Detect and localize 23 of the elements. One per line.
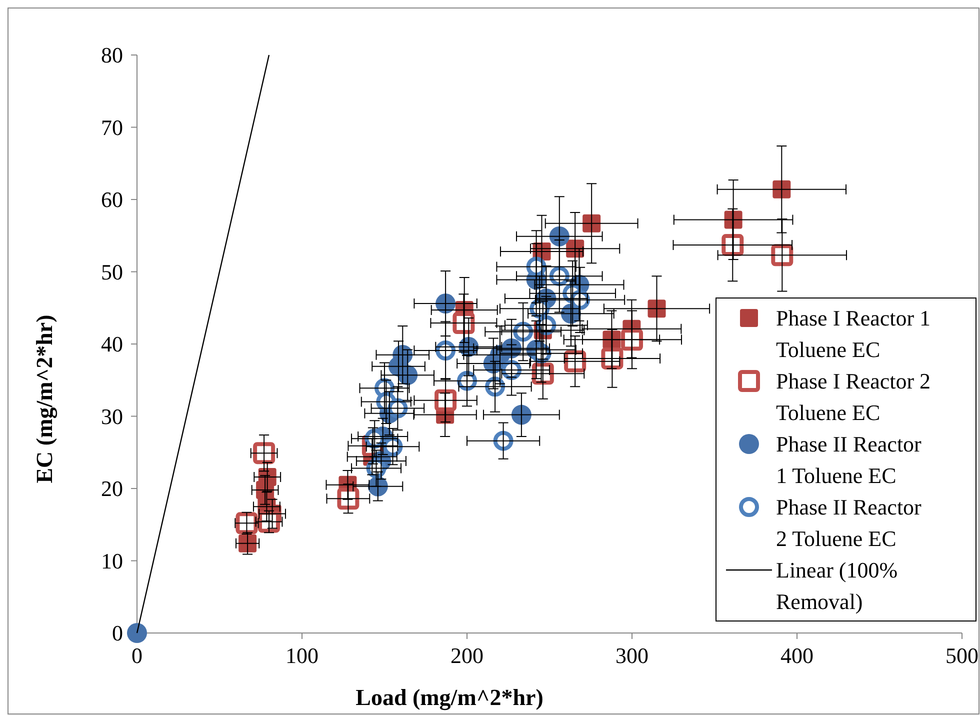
legend-label: Phase II Reactor 2 Toluene EC bbox=[776, 494, 922, 552]
x-tick-label: 200 bbox=[450, 643, 484, 668]
x-tick-label: 500 bbox=[946, 643, 978, 668]
y-tick-label: 20 bbox=[101, 476, 123, 502]
y-tick-label: 70 bbox=[101, 114, 123, 140]
x-tick-label: 100 bbox=[286, 643, 318, 668]
y-tick-label: 80 bbox=[101, 42, 123, 68]
x-tick-label: 400 bbox=[780, 643, 814, 668]
x-axis-title: Load (mg/m^2*hr) bbox=[356, 685, 544, 711]
x-tick-label: 300 bbox=[616, 643, 648, 668]
legend-label: Linear (100% Removal) bbox=[776, 558, 898, 614]
y-tick-label: 60 bbox=[101, 187, 123, 212]
legend-label: Phase II Reactor 1 Toluene EC bbox=[776, 432, 922, 488]
y-tick-label: 40 bbox=[101, 332, 123, 357]
y-tick-label: 50 bbox=[101, 259, 123, 284]
y-tick-label: 30 bbox=[101, 404, 123, 429]
y-axis-title: EC (mg/m^2*hr) bbox=[32, 314, 58, 484]
x-tick-label: 0 bbox=[132, 643, 142, 668]
point bbox=[127, 623, 147, 643]
legend-label: Phase I Reactor 2 Toluene EC bbox=[776, 368, 931, 426]
y-tick-label: 0 bbox=[112, 620, 123, 646]
legend-label: Phase I Reactor 1 Toluene EC bbox=[776, 306, 931, 362]
y-tick-label: 10 bbox=[101, 548, 123, 574]
